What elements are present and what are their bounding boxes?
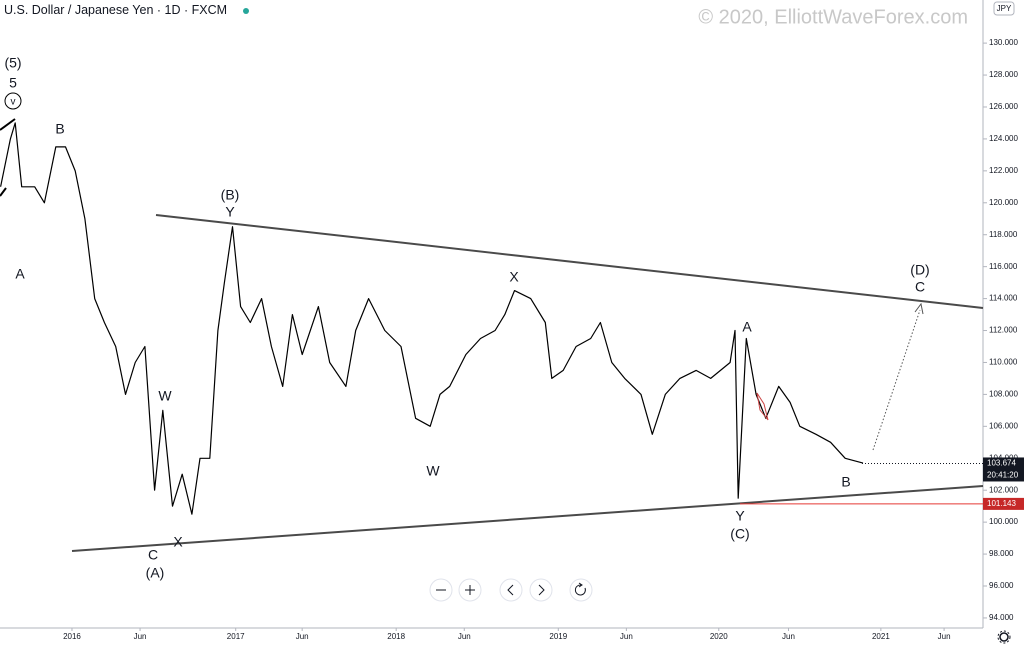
- wave-label: X: [509, 269, 519, 285]
- wave-line: [0, 187, 7, 197]
- x-tick-label: 2019: [549, 632, 567, 641]
- currency-box: [993, 1, 1015, 16]
- wave-label: W: [158, 388, 172, 404]
- scroll-left-icon: [507, 584, 514, 596]
- marked-level-label: 101.143: [987, 499, 1016, 508]
- y-tick-label: 112.000: [989, 326, 1018, 335]
- wave-label: W: [426, 463, 440, 479]
- wave-label: Y: [735, 508, 745, 524]
- y-tick-label: 116.000: [989, 262, 1018, 271]
- plot: [0, 122, 864, 515]
- wave-label: (C): [730, 526, 749, 542]
- wave-label: (5): [4, 55, 21, 71]
- wave-label: A: [742, 319, 752, 335]
- projection-arrow: [872, 309, 921, 451]
- x-tick-label: 2016: [63, 632, 81, 641]
- price-line: [0, 122, 864, 515]
- projection-arrowhead: [914, 302, 924, 315]
- x-tick-label: Jun: [938, 632, 951, 641]
- source: FXCM: [192, 3, 227, 17]
- currency: JPY: [997, 4, 1012, 13]
- y-tick-label: 114.000: [989, 294, 1018, 303]
- x-tick-label: Jun: [620, 632, 633, 641]
- x-tick-label: 2017: [227, 632, 245, 641]
- y-tick-label: 102.000: [989, 485, 1018, 494]
- x-tick-label: Jun: [458, 632, 471, 641]
- y-tick-label: 106.000: [989, 421, 1018, 430]
- y-tick-label: 118.000: [989, 230, 1018, 239]
- settings-icon-teeth: [997, 630, 1011, 644]
- x-tick-label: 2018: [387, 632, 405, 641]
- wave-line: [0, 118, 16, 131]
- reset-button[interactable]: [569, 578, 593, 602]
- status-dot: [243, 8, 249, 14]
- y-tick-label: 96.000: [989, 581, 1014, 590]
- settings-icon: [999, 632, 1009, 642]
- y-tick-label: 94.000: [989, 613, 1014, 622]
- y-tick-label: 130.000: [989, 38, 1018, 47]
- scroll-right-icon: [538, 584, 545, 596]
- marked-level-box: [983, 497, 1024, 510]
- symbol-title: U.S. Dollar / Japanese Yen · 1D · FXCM: [4, 3, 227, 17]
- countdown: 20:41:20: [987, 471, 1019, 480]
- wave-label: A: [15, 266, 25, 282]
- wave-label: C: [148, 547, 158, 563]
- reset-icon: [574, 582, 586, 596]
- x-tick-label: 2020: [710, 632, 728, 641]
- wave-label: Y: [225, 204, 235, 220]
- wave-label: B: [841, 474, 850, 490]
- wave-label: v: [11, 97, 16, 108]
- last-price-label: 103.674: [987, 459, 1016, 468]
- wave-label: X: [173, 534, 183, 550]
- scroll-right-button[interactable]: [529, 578, 553, 602]
- x-tick-label: Jun: [296, 632, 309, 641]
- watermark: © 2020, ElliottWaveForex.com: [698, 6, 968, 28]
- wave-label: (D): [910, 262, 929, 278]
- y-tick-label: 110.000: [989, 358, 1018, 367]
- y-tick-label: 120.000: [989, 198, 1018, 207]
- y-tick-label: 98.000: [989, 549, 1014, 558]
- wave-label: B: [55, 121, 64, 137]
- y-tick-label: 108.000: [989, 390, 1018, 399]
- x-tick-label: 2021: [872, 632, 890, 641]
- wave-label: (A): [146, 565, 165, 581]
- scroll-left-button[interactable]: [499, 578, 523, 602]
- symbol: U.S. Dollar / Japanese Yen: [4, 3, 153, 17]
- wave-label: C: [915, 279, 925, 295]
- zoom-controls: [429, 578, 593, 602]
- lower-trendline: [71, 485, 984, 552]
- y-tick-label: 128.000: [989, 70, 1018, 79]
- wave-label: (B): [221, 187, 240, 203]
- settings-button[interactable]: [997, 630, 1011, 644]
- wave-circle: [4, 92, 22, 110]
- upper-trendline: [155, 214, 984, 309]
- interval: 1D: [165, 3, 181, 17]
- y-tick-label: 126.000: [989, 102, 1018, 111]
- wave-label: 5: [9, 75, 17, 91]
- zoom-in-icon: [465, 585, 475, 595]
- x-tick-label: Jun: [782, 632, 795, 641]
- y-tick-label: 124.000: [989, 134, 1018, 143]
- y-tick-label: 122.000: [989, 166, 1018, 175]
- last-price-box: [983, 457, 1024, 482]
- y-tick-label: 100.000: [989, 517, 1018, 526]
- x-tick-label: Jun: [134, 632, 147, 641]
- pattern-shape: [756, 392, 769, 421]
